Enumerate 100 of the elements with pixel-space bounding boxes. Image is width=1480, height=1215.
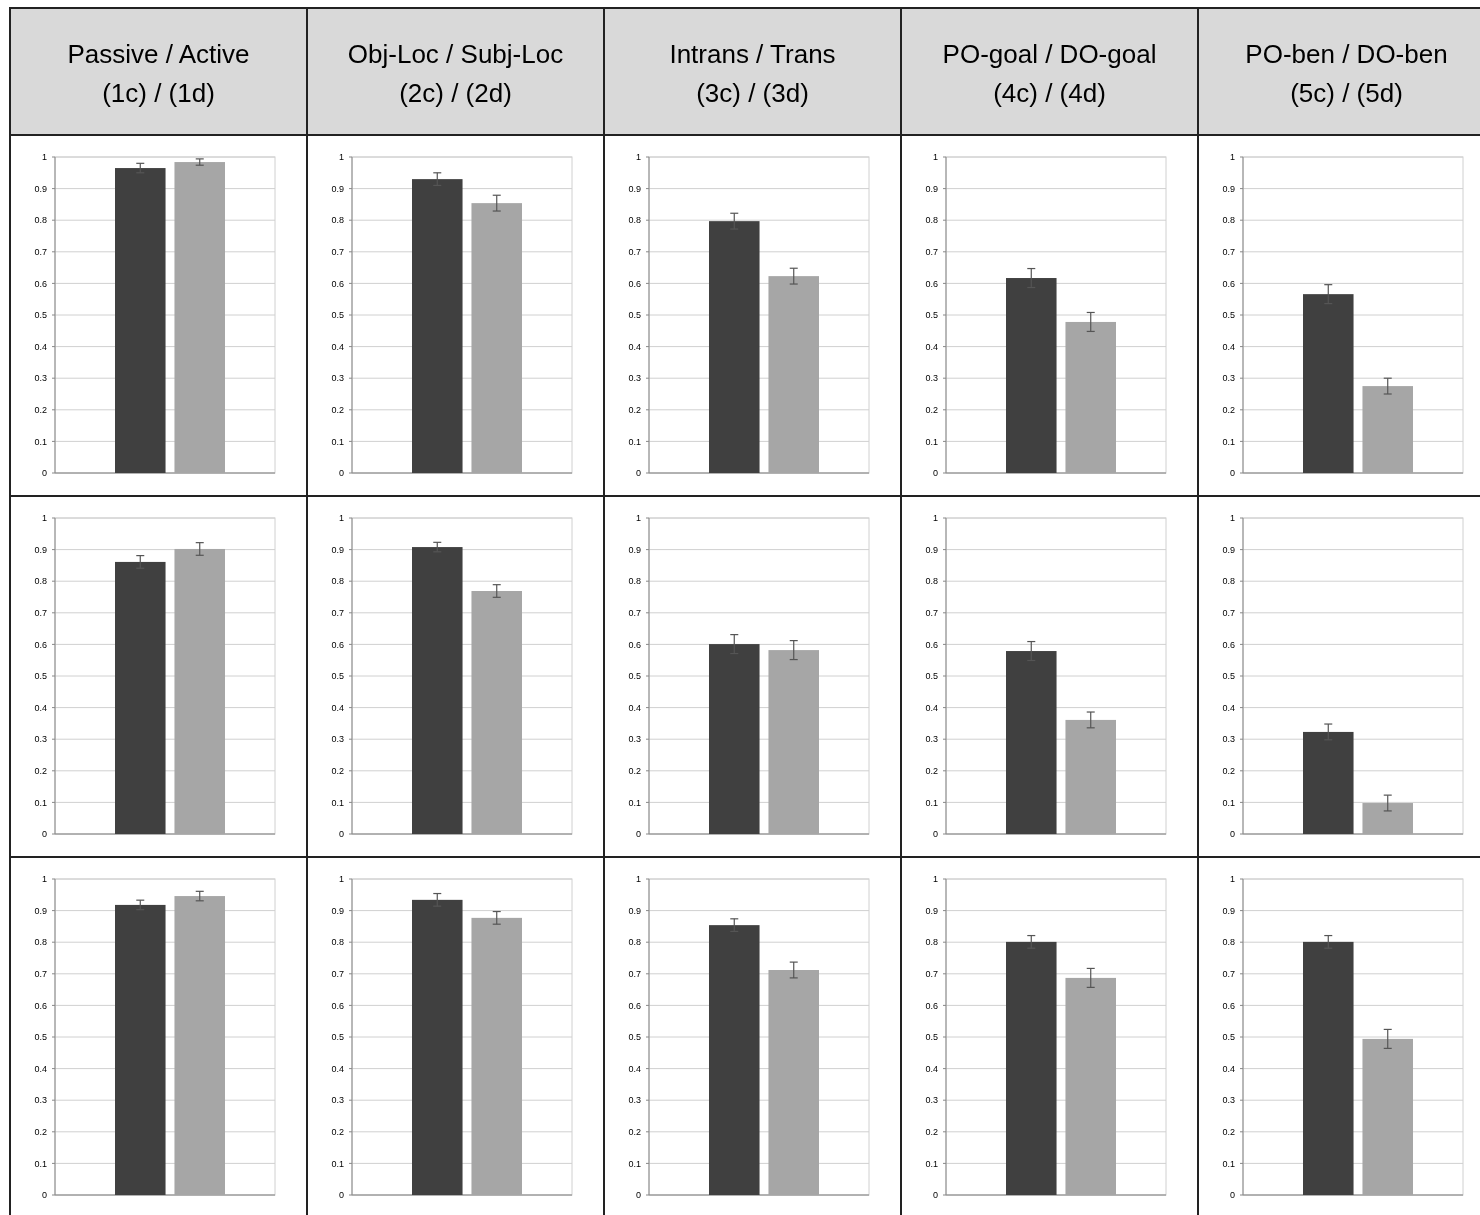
y-tick-label: 0.6 [1222, 639, 1235, 650]
y-tick-label: 0.6 [628, 278, 641, 289]
y-tick-label: 0.5 [925, 1032, 938, 1043]
y-tick-label: 1 [932, 152, 938, 163]
y-tick-label: 0.2 [34, 1126, 47, 1137]
y-tick-label: 0.9 [1222, 183, 1235, 194]
y-tick-label: 0.6 [925, 278, 938, 289]
y-tick-label: 0 [41, 829, 47, 840]
y-tick-label: 0.5 [331, 310, 344, 321]
chart-subtitle: (3c) / (3d) [696, 78, 809, 108]
y-tick-label: 0.4 [331, 1063, 344, 1074]
y-tick-label: 0.2 [331, 1126, 344, 1137]
y-tick-label: 0.4 [34, 1063, 47, 1074]
y-tick-label: 0.3 [925, 373, 938, 384]
chart-title: PO-ben / DO-ben [1245, 39, 1448, 69]
y-tick-label: 0.3 [331, 734, 344, 745]
y-tick-label: 0.5 [628, 671, 641, 682]
y-tick-label: 0.7 [1222, 246, 1235, 257]
y-tick-label: 0.4 [1222, 1063, 1235, 1074]
y-tick-label: 0.2 [331, 404, 344, 415]
y-tick-label: 0.4 [34, 702, 47, 713]
y-tick-label: 0.4 [925, 1063, 938, 1074]
y-tick-label: 0.4 [925, 341, 938, 352]
y-tick-label: 0.8 [925, 937, 938, 948]
y-tick-label: 0.1 [1222, 1158, 1235, 1169]
y-tick-label: 0.1 [34, 436, 47, 447]
y-tick-label: 1 [41, 152, 47, 163]
chart-title: Intrans / Trans [669, 39, 836, 69]
y-tick-label: 0 [338, 829, 344, 840]
y-tick-label: 0.9 [331, 544, 344, 555]
y-tick-label: 0.8 [1222, 576, 1235, 587]
y-tick-label: 0.7 [331, 246, 344, 257]
y-tick-label: 0.5 [1222, 671, 1235, 682]
y-tick-label: 0.1 [1222, 436, 1235, 447]
y-tick-label: 0.4 [331, 702, 344, 713]
y-tick-label: 0.6 [925, 639, 938, 650]
y-tick-label: 0.5 [331, 671, 344, 682]
y-tick-label: 0.9 [331, 905, 344, 916]
y-tick-label: 0.7 [331, 968, 344, 979]
chart-subtitle: (2c) / (2d) [399, 78, 512, 108]
y-tick-label: 0.7 [628, 246, 641, 257]
y-tick-label: 0.1 [331, 797, 344, 808]
y-tick-label: 0 [1229, 829, 1235, 840]
y-tick-label: 0.8 [331, 937, 344, 948]
y-tick-label: 0.8 [34, 937, 47, 948]
chart-title: PO-goal / DO-goal [942, 39, 1157, 69]
y-tick-label: 0 [338, 1190, 344, 1201]
y-tick-label: 0.5 [331, 1032, 344, 1043]
y-tick-label: 0.3 [331, 1095, 344, 1106]
y-tick-label: 1 [1229, 874, 1235, 885]
y-tick-label: 0.3 [628, 734, 641, 745]
chart-subtitle: (4c) / (4d) [993, 78, 1106, 108]
y-tick-label: 1 [932, 874, 938, 885]
y-tick-label: 0.3 [331, 373, 344, 384]
y-tick-label: 0.9 [925, 905, 938, 916]
y-tick-label: 0.8 [925, 215, 938, 226]
y-tick-label: 0.7 [1222, 968, 1235, 979]
y-tick-label: 0.7 [34, 968, 47, 979]
y-tick-label: 0.9 [1222, 905, 1235, 916]
y-tick-label: 0.3 [34, 373, 47, 384]
y-tick-label: 0 [338, 468, 344, 479]
y-tick-label: 0.6 [925, 1000, 938, 1011]
y-tick-label: 1 [635, 513, 641, 524]
y-tick-label: 0.9 [1222, 544, 1235, 555]
y-tick-label: 0.7 [925, 607, 938, 618]
y-tick-label: 0.9 [34, 905, 47, 916]
y-tick-label: 0.2 [34, 404, 47, 415]
y-tick-label: 1 [41, 874, 47, 885]
y-tick-label: 0 [635, 468, 641, 479]
y-tick-label: 0.3 [628, 1095, 641, 1106]
y-tick-label: 0.4 [1222, 702, 1235, 713]
y-tick-label: 0.3 [1222, 1095, 1235, 1106]
y-tick-label: 0.7 [925, 968, 938, 979]
chart-title: Passive / Active [67, 39, 250, 69]
y-tick-label: 0.2 [925, 404, 938, 415]
y-tick-label: 0.8 [628, 576, 641, 587]
y-tick-label: 0.7 [1222, 607, 1235, 618]
y-tick-label: 0.8 [1222, 215, 1235, 226]
y-tick-label: 1 [1229, 152, 1235, 163]
y-tick-label: 0.1 [1222, 797, 1235, 808]
y-tick-label: 0.9 [628, 183, 641, 194]
y-tick-label: 0.4 [331, 341, 344, 352]
y-tick-label: 0.7 [628, 607, 641, 618]
y-tick-label: 0.4 [628, 341, 641, 352]
y-tick-label: 1 [338, 513, 344, 524]
y-tick-label: 0 [932, 1190, 938, 1201]
y-tick-label: 0.5 [34, 671, 47, 682]
y-tick-label: 1 [932, 513, 938, 524]
y-tick-label: 0.2 [925, 765, 938, 776]
y-tick-label: 0 [932, 468, 938, 479]
y-tick-label: 0.1 [925, 436, 938, 447]
y-tick-label: 0.9 [628, 905, 641, 916]
y-tick-label: 0.7 [925, 246, 938, 257]
y-tick-label: 0.2 [628, 765, 641, 776]
y-tick-label: 0.9 [628, 544, 641, 555]
y-tick-label: 0.2 [1222, 404, 1235, 415]
y-tick-label: 0 [1229, 468, 1235, 479]
y-tick-label: 0 [635, 829, 641, 840]
chart-subtitle: (1c) / (1d) [102, 78, 215, 108]
y-tick-label: 0.7 [628, 968, 641, 979]
